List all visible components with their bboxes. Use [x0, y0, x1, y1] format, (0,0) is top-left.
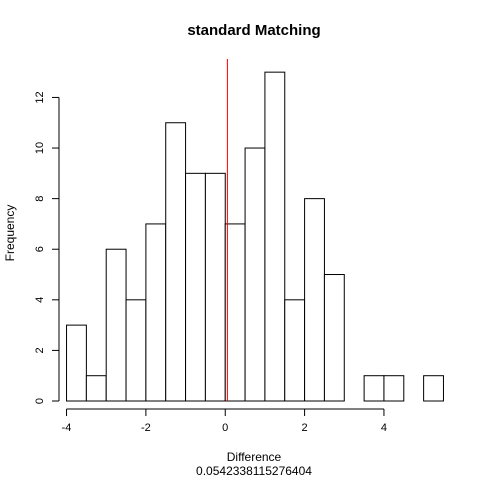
histogram-bar: [363, 375, 385, 402]
y-tick-label: 10: [34, 142, 46, 154]
y-tick-label: 6: [34, 246, 46, 252]
x-axis: -4 -2 0 2 4: [62, 408, 387, 434]
histogram-bar: [66, 324, 87, 402]
y-axis: 0 2 4 6 8 10 12: [34, 91, 60, 404]
histogram-bar: [284, 299, 306, 402]
histogram-bar: [224, 223, 246, 402]
histogram-bar: [165, 122, 187, 402]
y-axis-label: Frequency: [3, 205, 17, 262]
y-tick-label: 4: [34, 297, 46, 303]
histogram-bar: [145, 223, 167, 402]
histogram-bar: [125, 299, 147, 402]
histogram-bar: [423, 375, 444, 402]
x-axis-sublabel: 0.0542338115276404: [196, 464, 312, 478]
y-tick-label: 8: [34, 196, 46, 202]
y-tick-label: 2: [34, 347, 46, 353]
histogram-bar: [244, 147, 266, 402]
histogram-bar: [383, 375, 405, 402]
histogram-bar: [85, 375, 107, 402]
x-tick-label: 4: [381, 422, 387, 434]
chart-title: standard Matching: [187, 22, 320, 39]
x-axis-label: Difference: [227, 450, 282, 464]
x-tick-label: -2: [141, 422, 151, 434]
x-tick-label: 2: [302, 422, 308, 434]
y-tick-label: 12: [34, 91, 46, 103]
histogram-bar: [105, 248, 127, 402]
x-tick-label: 0: [222, 422, 228, 434]
histogram-bar: [204, 172, 226, 402]
bars-group: [66, 71, 444, 402]
histogram-bar: [185, 172, 206, 402]
histogram-bar: [304, 198, 325, 402]
y-tick-label: 0: [34, 398, 46, 404]
x-tick-label: -4: [62, 422, 72, 434]
histogram-bar: [323, 274, 345, 402]
histogram-bar: [264, 71, 286, 402]
